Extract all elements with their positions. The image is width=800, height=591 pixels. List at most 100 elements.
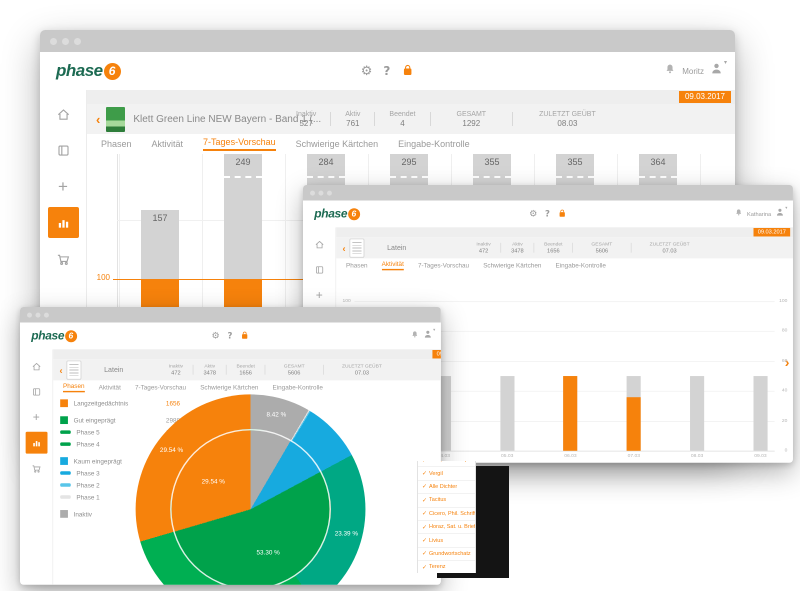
- pie-label: 29.54 %: [201, 477, 225, 485]
- sidebar-item-shop[interactable]: [40, 241, 86, 277]
- sidebar-item-add[interactable]: +: [40, 168, 86, 204]
- avatar-icon[interactable]: ▾: [710, 59, 727, 80]
- stat-value: 07.03: [662, 247, 677, 254]
- date-band: 09.03.2017: [336, 227, 793, 238]
- date-band: 09.03.2017: [87, 90, 735, 104]
- window-control-dot[interactable]: [74, 37, 81, 45]
- phases-report-body: Langzeitgedächtnis 1656 Gut eingeprägt 2988…: [53, 394, 441, 585]
- stat-zuletzt-ge-bt: ZULETZT GEÜBT 07.03: [324, 364, 401, 376]
- help-icon[interactable]: ?: [383, 64, 391, 78]
- bar-break-indicator: [473, 176, 511, 178]
- sidebar-item-home[interactable]: [303, 232, 335, 257]
- gridline: [201, 154, 203, 436]
- window-control-dot[interactable]: [35, 312, 41, 318]
- settings-gear-icon[interactable]: ⚙: [211, 330, 220, 342]
- premium-bag-icon[interactable]: [401, 62, 414, 81]
- bar-value: 355: [484, 157, 500, 167]
- tab-eingabe-kontrolle[interactable]: Eingabe-Kontrolle: [272, 383, 323, 391]
- bar-learned: [563, 376, 578, 451]
- tab-schwierige-k-rtchen[interactable]: Schwierige Kärtchen: [295, 139, 379, 149]
- window-control-dot[interactable]: [27, 312, 32, 318]
- settings-gear-icon[interactable]: ⚙: [529, 208, 538, 220]
- back-chevron-icon[interactable]: ‹: [59, 364, 63, 376]
- help-icon[interactable]: ?: [545, 208, 550, 219]
- dropdown-item[interactable]: ✓ Grundwortschatz: [418, 548, 475, 562]
- legend-label: Inaktiv: [73, 510, 92, 518]
- stat-value: 1656: [239, 369, 252, 376]
- sidebar-item-statistics[interactable]: [25, 431, 48, 454]
- sidebar-item-library[interactable]: [303, 257, 335, 282]
- dropdown-item[interactable]: ✓Cicero, Phil. Schriften: [418, 508, 475, 521]
- help-icon[interactable]: ?: [227, 330, 233, 341]
- sidebar-item-statistics[interactable]: [47, 207, 79, 238]
- window-control-dot[interactable]: [43, 312, 49, 318]
- stat-value: 1656: [547, 247, 560, 254]
- dropdown-item[interactable]: ✓ Vergil: [418, 467, 475, 481]
- window-titlebar[interactable]: [303, 185, 793, 201]
- avatar-icon[interactable]: ▾: [775, 205, 787, 221]
- app-header: phase 6 ⚙ ? ▾: [20, 322, 441, 350]
- stat-gesamt: GESAMT 1292: [431, 111, 513, 128]
- dropdown-item[interactable]: ✓Ovid, Metamorphosen: [418, 461, 475, 468]
- window-titlebar[interactable]: [40, 30, 735, 52]
- stat-value: 08.03: [557, 118, 578, 128]
- sidebar-item-shop[interactable]: [20, 456, 52, 481]
- check-icon: ✓: [422, 563, 428, 571]
- sidebar-item-add[interactable]: +: [303, 282, 335, 307]
- sidebar-item-home[interactable]: [20, 354, 52, 379]
- tab-7-tages-vorschau[interactable]: 7-Tages-Vorschau: [203, 137, 276, 151]
- caret-icon: ▾: [433, 327, 436, 333]
- tab-schwierige-k-rtchen[interactable]: Schwierige Kärtchen: [483, 261, 542, 269]
- stat-value: 4: [400, 118, 405, 128]
- stat-aktiv: Aktiv 3478: [501, 242, 533, 254]
- tab-aktivit-t[interactable]: Aktivität: [98, 383, 121, 391]
- dropdown-item-label: Vergil: [429, 470, 443, 477]
- subject-title-row: ‹ Latein Inaktiv 472 Aktiv 3478 Beendet 1656 G…: [53, 359, 441, 381]
- stat-beendet: Beendet 4: [375, 111, 429, 128]
- tab-schwierige-k-rtchen[interactable]: Schwierige Kärtchen: [200, 383, 259, 391]
- caret-icon: ▾: [723, 59, 727, 66]
- gridline: [284, 154, 286, 436]
- back-chevron-icon[interactable]: ‹: [96, 111, 101, 127]
- settings-gear-icon[interactable]: ⚙: [360, 63, 373, 79]
- back-chevron-icon[interactable]: ‹: [342, 242, 346, 254]
- dropdown-item[interactable]: ✓ Horaz, Sat. u. Briefe: [418, 521, 475, 535]
- bar: 249: [224, 154, 262, 279]
- notifications-bell-icon[interactable]: [734, 208, 742, 221]
- tab-phasen[interactable]: Phasen: [63, 382, 85, 393]
- window-control-dot[interactable]: [326, 190, 332, 196]
- avatar-icon[interactable]: ▾: [423, 327, 436, 343]
- next-period-chevron-icon[interactable]: ›: [784, 354, 790, 371]
- tab-aktivit-t[interactable]: Aktivität: [381, 260, 404, 271]
- window-control-dot[interactable]: [310, 190, 315, 196]
- legend-value: 2988: [165, 416, 181, 424]
- stat-inaktiv: Inaktiv 472: [159, 364, 193, 376]
- dropdown-item[interactable]: ✓ Livius: [418, 534, 475, 548]
- dropdown-item[interactable]: ✓ Terenz: [418, 561, 475, 573]
- tab-7-tages-vorschau[interactable]: 7-Tages-Vorschau: [134, 383, 187, 391]
- sidebar-item-library[interactable]: [20, 379, 52, 404]
- dropdown-item[interactable]: ✓ Alle Dichter: [418, 481, 475, 495]
- legend-swatch: [60, 495, 71, 499]
- tab-eingabe-kontrolle[interactable]: Eingabe-Kontrolle: [398, 139, 470, 149]
- tab-phasen[interactable]: Phasen: [346, 261, 368, 269]
- notifications-bell-icon[interactable]: [664, 62, 676, 80]
- dropdown-item[interactable]: ✓ Tacitus: [418, 494, 475, 508]
- tab-phasen[interactable]: Phasen: [101, 139, 132, 149]
- y-axis-line: [117, 154, 118, 436]
- stat-inaktiv: Inaktiv 527: [282, 111, 330, 128]
- sidebar-item-library[interactable]: [40, 132, 86, 168]
- premium-bag-icon[interactable]: [240, 329, 249, 342]
- window-titlebar[interactable]: [20, 307, 441, 323]
- tab-eingabe-kontrolle[interactable]: Eingabe-Kontrolle: [555, 261, 606, 269]
- window-control-dot[interactable]: [318, 190, 324, 196]
- window-control-dot[interactable]: [62, 37, 69, 45]
- tab-7-tages-vorschau[interactable]: 7-Tages-Vorschau: [417, 261, 470, 269]
- sidebar-item-add[interactable]: +: [20, 404, 52, 429]
- notifications-bell-icon[interactable]: [411, 330, 419, 343]
- sidebar-item-home[interactable]: [40, 96, 86, 132]
- window-control-dot[interactable]: [50, 37, 57, 45]
- tab-aktivit-t[interactable]: Aktivität: [151, 139, 184, 149]
- premium-bag-icon[interactable]: [558, 207, 567, 220]
- dropdown-item-label: Tacitus: [429, 497, 447, 504]
